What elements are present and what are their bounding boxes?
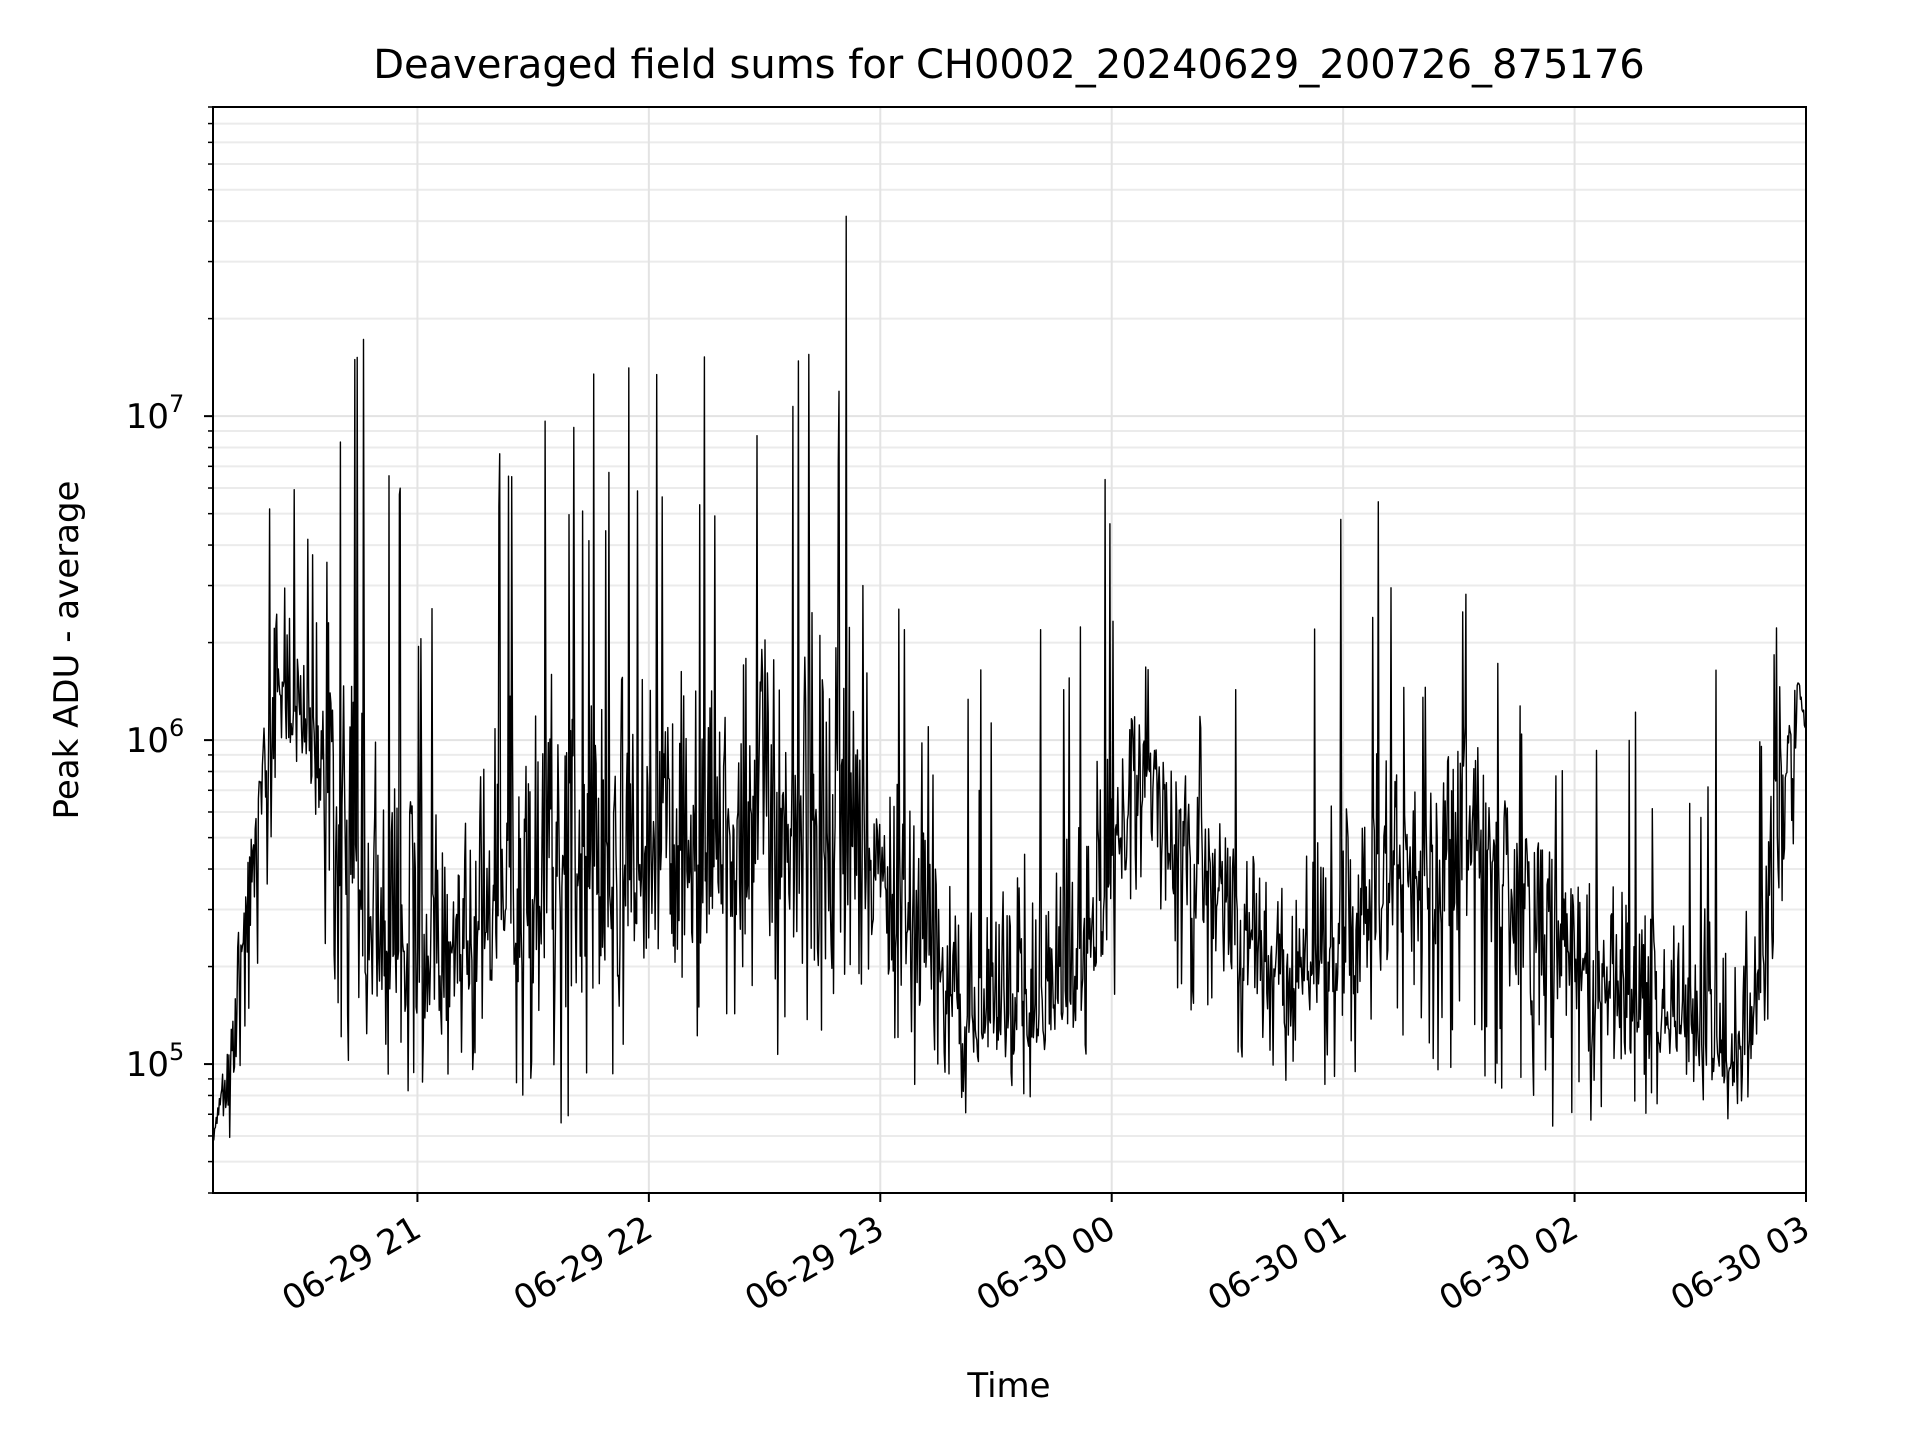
chart-title: Deaveraged field sums for CH0002_2024062… [373,42,1645,88]
y-tick-label: 10 [126,1045,169,1085]
y-tick-exponent: 5 [169,1038,184,1066]
series-line [212,215,1807,1142]
y-tick-exponent: 6 [169,714,184,742]
grid [213,106,1807,1194]
x-axis-label: Time [966,1366,1050,1406]
y-tick-exponent: 7 [169,390,184,418]
y-tick-label: 10 [126,721,169,761]
y-tick-label: 10 [126,397,169,437]
plot-frame [212,106,1807,1194]
series-layer [212,215,1807,1142]
y-axis-label: Peak ADU - average [47,481,87,820]
